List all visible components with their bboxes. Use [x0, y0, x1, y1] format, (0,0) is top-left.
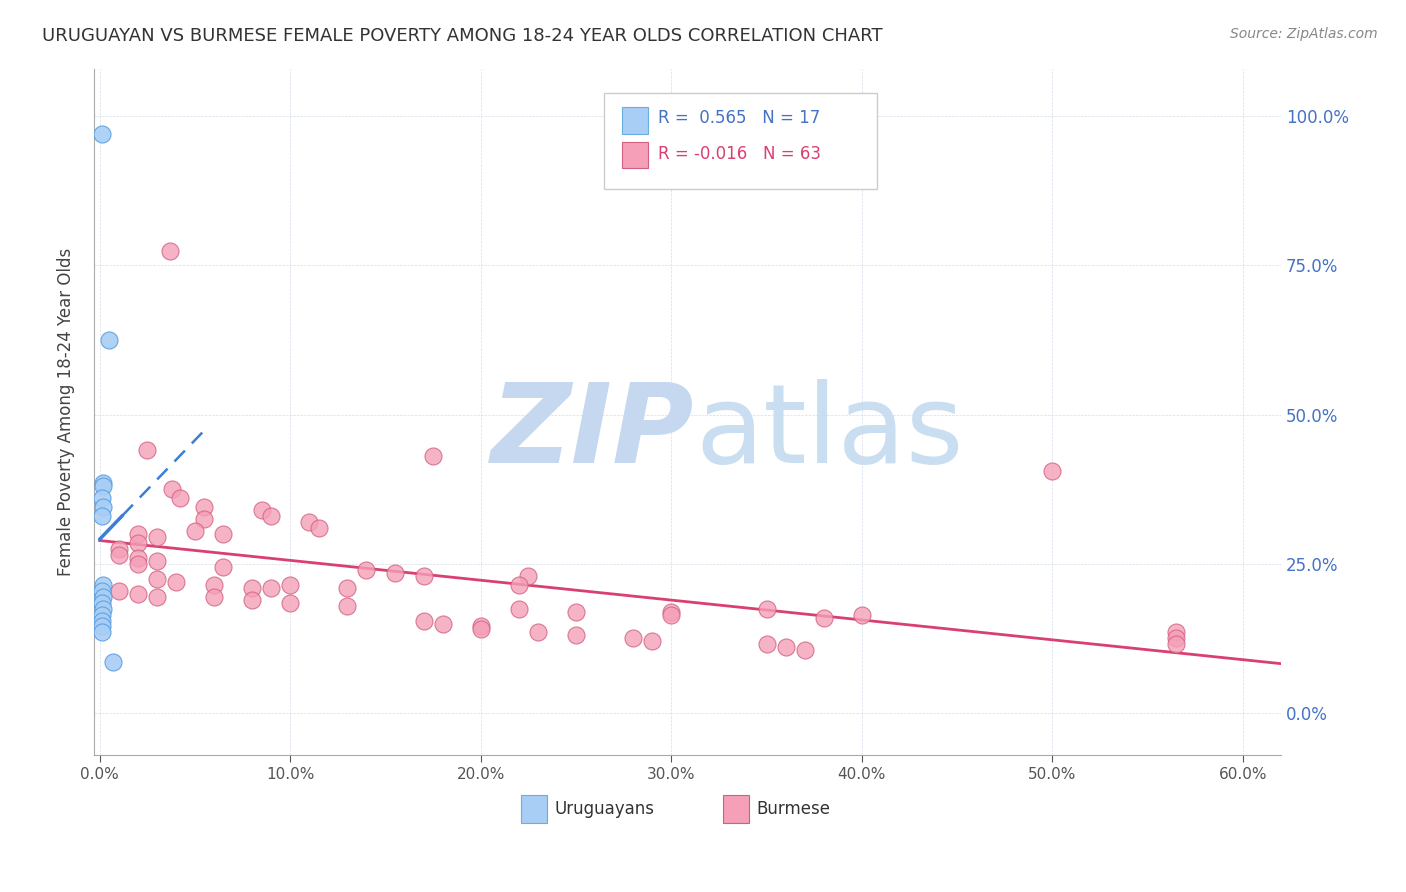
Point — [621, 632, 644, 646]
Point — [93, 590, 115, 604]
Point — [90, 583, 112, 598]
Text: URUGUAYAN VS BURMESE FEMALE POVERTY AMONG 18-24 YEAR OLDS CORRELATION CHART: URUGUAYAN VS BURMESE FEMALE POVERTY AMON… — [42, 27, 883, 45]
Point — [160, 482, 183, 496]
Point — [1040, 464, 1063, 478]
FancyBboxPatch shape — [605, 93, 877, 188]
Text: ZIP: ZIP — [491, 379, 695, 486]
Point — [1166, 632, 1188, 646]
Point — [91, 476, 114, 491]
Point — [755, 601, 778, 615]
Point — [336, 599, 359, 613]
Point — [107, 541, 129, 556]
Point — [336, 581, 359, 595]
Y-axis label: Female Poverty Among 18-24 Year Olds: Female Poverty Among 18-24 Year Olds — [58, 248, 75, 575]
Point — [107, 583, 129, 598]
Point — [93, 479, 115, 493]
Point — [146, 590, 169, 604]
Point — [127, 557, 149, 571]
Point — [508, 578, 530, 592]
Point — [298, 515, 321, 529]
Point — [260, 581, 283, 595]
Point — [127, 550, 149, 565]
Point — [250, 503, 273, 517]
Point — [90, 491, 112, 506]
Point — [412, 614, 434, 628]
FancyBboxPatch shape — [522, 795, 547, 823]
Point — [127, 587, 149, 601]
Point — [184, 524, 207, 538]
Point — [193, 512, 215, 526]
Point — [98, 333, 121, 347]
Text: atlas: atlas — [696, 379, 965, 486]
Point — [90, 625, 112, 640]
Point — [278, 596, 301, 610]
Text: R =  0.565   N = 17: R = 0.565 N = 17 — [658, 109, 820, 127]
Point — [240, 581, 263, 595]
Point — [565, 628, 588, 642]
Point — [851, 607, 873, 622]
Point — [93, 578, 115, 592]
Point — [412, 568, 434, 582]
Point — [212, 527, 235, 541]
Point — [127, 536, 149, 550]
Point — [91, 601, 114, 615]
Point — [90, 607, 112, 622]
Point — [1166, 637, 1188, 651]
Point — [527, 625, 550, 640]
Text: Source: ZipAtlas.com: Source: ZipAtlas.com — [1230, 27, 1378, 41]
Point — [240, 592, 263, 607]
Point — [90, 596, 112, 610]
Point — [146, 554, 169, 568]
Point — [1166, 625, 1188, 640]
Point — [91, 127, 114, 141]
Point — [775, 640, 797, 655]
Point — [146, 572, 169, 586]
FancyBboxPatch shape — [623, 107, 648, 134]
Point — [641, 634, 664, 648]
Point — [278, 578, 301, 592]
Point — [260, 509, 283, 524]
FancyBboxPatch shape — [723, 795, 749, 823]
Point — [146, 530, 169, 544]
Point — [127, 527, 149, 541]
Point — [202, 590, 225, 604]
Point — [517, 568, 540, 582]
Point — [202, 578, 225, 592]
Point — [565, 605, 588, 619]
Point — [659, 605, 682, 619]
Point — [101, 655, 124, 669]
Point — [212, 559, 235, 574]
Point — [508, 601, 530, 615]
Point — [193, 500, 215, 515]
Point — [159, 244, 181, 258]
Point — [356, 563, 378, 577]
Point — [384, 566, 406, 580]
Text: Burmese: Burmese — [756, 800, 831, 818]
Point — [90, 509, 112, 524]
Point — [755, 637, 778, 651]
Text: Uruguayans: Uruguayans — [554, 800, 655, 818]
Point — [422, 450, 444, 464]
Point — [90, 619, 112, 633]
Point — [165, 574, 187, 589]
Point — [169, 491, 191, 506]
Point — [659, 607, 682, 622]
Point — [793, 643, 815, 657]
Point — [90, 614, 112, 628]
Point — [470, 619, 492, 633]
Point — [107, 548, 129, 562]
Point — [813, 610, 835, 624]
Point — [470, 623, 492, 637]
FancyBboxPatch shape — [623, 142, 648, 168]
Point — [91, 500, 114, 515]
Point — [432, 616, 454, 631]
Point — [136, 443, 159, 458]
Point — [308, 521, 330, 535]
Text: R = -0.016   N = 63: R = -0.016 N = 63 — [658, 145, 821, 163]
